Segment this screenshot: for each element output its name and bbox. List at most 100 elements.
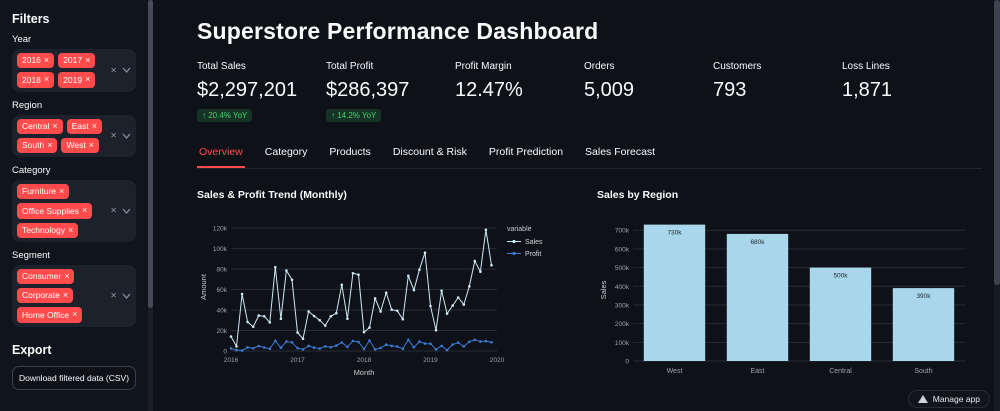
page-title: Superstore Performance Dashboard bbox=[197, 18, 599, 44]
segment-multiselect[interactable]: Consumer × Corporate × Home Office × ✕ bbox=[12, 264, 136, 327]
svg-text:680k: 680k bbox=[750, 239, 765, 246]
bar-west[interactable] bbox=[643, 224, 706, 361]
svg-text:0: 0 bbox=[223, 349, 227, 356]
svg-text:730k: 730k bbox=[667, 230, 682, 237]
clear-all-icon[interactable]: ✕ bbox=[110, 65, 117, 75]
metric-value: $286,397 bbox=[326, 79, 410, 101]
remove-tag-icon[interactable]: × bbox=[72, 309, 78, 320]
kpi-row: Total Sales $2,297,201 ↑ 20.4% YoY Total… bbox=[197, 61, 982, 123]
filter-tag[interactable]: 2016 × bbox=[17, 53, 55, 69]
metric-profit-margin: Profit Margin 12.47% bbox=[455, 61, 584, 123]
tab-discount-risk[interactable]: Discount & Risk bbox=[392, 146, 467, 158]
svg-text:2018: 2018 bbox=[357, 357, 372, 364]
tab-overview[interactable]: Overview bbox=[197, 141, 245, 168]
tag-label: Furniture bbox=[22, 186, 57, 197]
filter-tag[interactable]: Home Office × bbox=[17, 307, 83, 323]
metric-total-sales: Total Sales $2,297,201 ↑ 20.4% YoY bbox=[197, 61, 326, 123]
tab-bar: Overview Category Products Discount & Ri… bbox=[197, 141, 982, 169]
clear-all-icon[interactable]: ✕ bbox=[110, 291, 117, 301]
remove-tag-icon[interactable]: × bbox=[68, 224, 74, 235]
filter-tag[interactable]: 2017 × bbox=[58, 53, 96, 69]
remove-tag-icon[interactable]: × bbox=[43, 74, 50, 85]
bar-south[interactable] bbox=[892, 288, 955, 361]
metric-orders: Orders 5,009 bbox=[584, 61, 713, 123]
sales-profit-line-chart[interactable]: 0 20k 40k 60k 80k 100k 120k 2016 2017 2018 2019 202… bbox=[197, 211, 575, 379]
filter-tag[interactable]: South × bbox=[17, 137, 58, 153]
tag-label: East bbox=[71, 120, 89, 131]
remove-tag-icon[interactable]: × bbox=[91, 120, 97, 131]
remove-tag-icon[interactable]: × bbox=[43, 55, 50, 65]
remove-tag-icon[interactable]: × bbox=[85, 74, 91, 85]
svg-text:20k: 20k bbox=[217, 328, 228, 335]
remove-tag-icon[interactable]: × bbox=[47, 139, 53, 150]
filter-tag[interactable]: Office Supplies × bbox=[17, 203, 93, 219]
filter-tag[interactable]: Technology × bbox=[17, 222, 79, 238]
remove-tag-icon[interactable]: × bbox=[59, 186, 65, 196]
svg-text:700k: 700k bbox=[615, 228, 630, 235]
chevron-down-icon[interactable] bbox=[122, 293, 131, 299]
tab-sales-forecast[interactable]: Sales Forecast bbox=[585, 146, 656, 158]
tag-label: 2017 bbox=[63, 55, 83, 66]
year-multiselect[interactable]: 2016 × 2017 × 2018 × 2019 × ✕ bbox=[12, 49, 136, 92]
filter-tag[interactable]: East × bbox=[66, 118, 102, 134]
svg-text:0: 0 bbox=[625, 359, 629, 366]
tag-label: South bbox=[22, 140, 45, 151]
tab-category[interactable]: Category bbox=[264, 146, 308, 158]
line-chart-card: Sales & Profit Trend (Monthly) 0 20k 40k 60… bbox=[197, 189, 575, 387]
filter-tag[interactable]: 2019 × bbox=[58, 72, 96, 88]
bar-central[interactable] bbox=[809, 267, 872, 361]
region-multiselect[interactable]: Central × East × South × West × ✕ bbox=[12, 114, 136, 157]
chevron-down-icon[interactable] bbox=[122, 67, 131, 74]
filter-tag[interactable]: 2018 × bbox=[17, 72, 55, 88]
filter-tag[interactable]: Consumer × bbox=[17, 268, 75, 284]
tag-label: 2019 bbox=[63, 74, 83, 85]
metric-label: Orders bbox=[584, 61, 615, 72]
svg-text:Sales: Sales bbox=[599, 280, 608, 299]
bar-chart-title: Sales by Region bbox=[597, 189, 679, 201]
tab-profit-prediction[interactable]: Profit Prediction bbox=[488, 146, 564, 158]
sidebar-scrollbar[interactable] bbox=[148, 0, 153, 411]
svg-text:2016: 2016 bbox=[224, 357, 239, 364]
svg-text:Sales: Sales bbox=[525, 239, 543, 246]
chevron-down-icon[interactable] bbox=[122, 133, 131, 139]
metric-label: Total Sales bbox=[197, 61, 246, 72]
svg-text:400k: 400k bbox=[615, 284, 630, 291]
tag-label: Consumer bbox=[22, 271, 62, 282]
metric-value: 793 bbox=[713, 79, 747, 101]
download-csv-button[interactable]: Download filtered data (CSV) bbox=[12, 365, 136, 390]
metric-value: $2,297,201 bbox=[197, 79, 298, 101]
filter-tag[interactable]: West × bbox=[61, 137, 99, 153]
sales-by-region-bar-chart[interactable]: 0 100k 200k 300k 400k 500k 600k 700k Sales 730k We… bbox=[597, 211, 969, 387]
remove-tag-icon[interactable]: × bbox=[88, 139, 94, 150]
filter-tag[interactable]: Corporate × bbox=[17, 288, 74, 304]
clear-all-icon[interactable]: ✕ bbox=[110, 206, 117, 216]
filter-tag[interactable]: Furniture × bbox=[17, 184, 70, 200]
svg-text:2020: 2020 bbox=[490, 357, 505, 364]
page-scrollbar[interactable] bbox=[994, 0, 1000, 411]
chevron-down-icon[interactable] bbox=[122, 208, 131, 214]
tag-label: Technology bbox=[22, 224, 66, 235]
tab-products[interactable]: Products bbox=[329, 146, 371, 158]
remove-tag-icon[interactable]: × bbox=[62, 290, 69, 300]
manage-app-button[interactable]: Manage app bbox=[907, 390, 990, 408]
segment-filter-label: Segment bbox=[12, 249, 51, 261]
metric-value: 5,009 bbox=[584, 79, 635, 101]
clear-all-icon[interactable]: ✕ bbox=[110, 131, 117, 141]
metric-label: Loss Lines bbox=[842, 61, 890, 72]
remove-tag-icon[interactable]: × bbox=[82, 205, 88, 216]
svg-text:100k: 100k bbox=[615, 340, 630, 347]
region-pills: Central × East × South × West × bbox=[17, 118, 106, 153]
filter-tag[interactable]: Central × bbox=[17, 118, 63, 134]
metric-label: Profit Margin bbox=[455, 61, 512, 72]
bar-east[interactable] bbox=[726, 233, 789, 361]
svg-text:80k: 80k bbox=[217, 267, 228, 274]
tag-label: Central bbox=[22, 120, 50, 131]
category-multiselect[interactable]: Furniture × Office Supplies × Technology × … bbox=[12, 180, 136, 242]
export-heading: Export bbox=[12, 342, 52, 357]
svg-text:South: South bbox=[914, 368, 932, 375]
tag-label: 2016 bbox=[22, 55, 41, 66]
remove-tag-icon[interactable]: × bbox=[52, 120, 58, 131]
remove-tag-icon[interactable]: × bbox=[64, 270, 70, 281]
metric-customers: Customers 793 bbox=[713, 61, 842, 123]
remove-tag-icon[interactable]: × bbox=[85, 55, 91, 65]
